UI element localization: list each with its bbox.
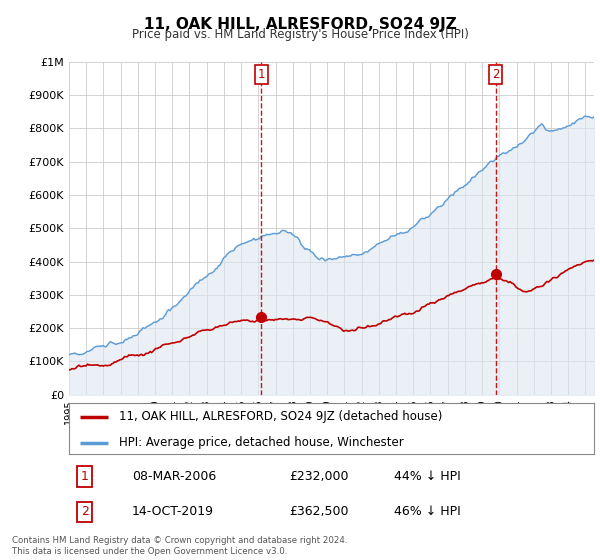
Text: 11, OAK HILL, ALRESFORD, SO24 9JZ (detached house): 11, OAK HILL, ALRESFORD, SO24 9JZ (detac… [119, 410, 442, 423]
Text: 08-MAR-2006: 08-MAR-2006 [132, 470, 216, 483]
Text: 14-OCT-2019: 14-OCT-2019 [132, 505, 214, 519]
Text: 2: 2 [81, 505, 89, 519]
Text: 44% ↓ HPI: 44% ↓ HPI [395, 470, 461, 483]
Text: 1: 1 [257, 68, 265, 81]
Text: 46% ↓ HPI: 46% ↓ HPI [395, 505, 461, 519]
Text: 2: 2 [492, 68, 499, 81]
Text: 11, OAK HILL, ALRESFORD, SO24 9JZ: 11, OAK HILL, ALRESFORD, SO24 9JZ [143, 17, 457, 32]
Text: 1: 1 [81, 470, 89, 483]
Text: Contains HM Land Registry data © Crown copyright and database right 2024.
This d: Contains HM Land Registry data © Crown c… [12, 536, 347, 556]
Text: HPI: Average price, detached house, Winchester: HPI: Average price, detached house, Winc… [119, 436, 404, 449]
Text: Price paid vs. HM Land Registry's House Price Index (HPI): Price paid vs. HM Land Registry's House … [131, 28, 469, 41]
Text: £362,500: £362,500 [290, 505, 349, 519]
Text: £232,000: £232,000 [290, 470, 349, 483]
